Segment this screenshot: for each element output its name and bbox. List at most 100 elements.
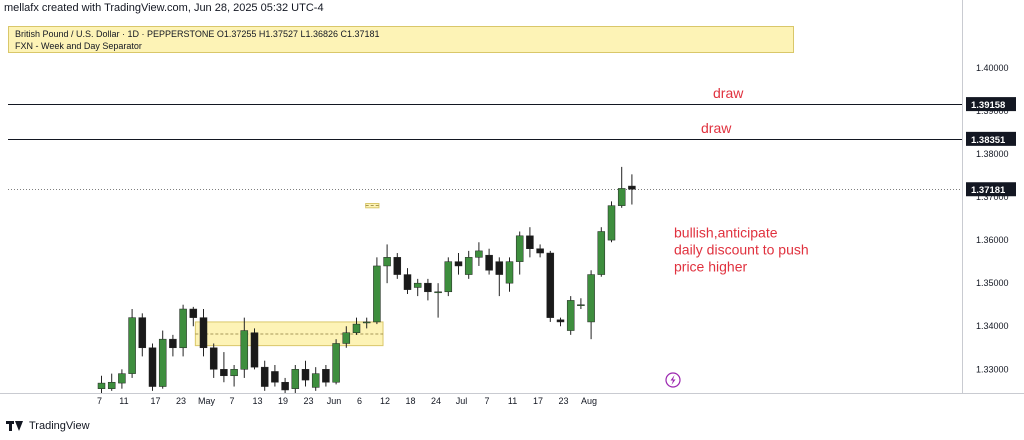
bearish-candle — [393, 257, 402, 275]
time-tick-label: 6 — [357, 396, 362, 406]
level-price-tag: 1.39158 — [971, 100, 1005, 111]
bearish-candle — [526, 235, 534, 249]
bullish-candle — [505, 261, 514, 284]
bullish-candle — [240, 330, 249, 370]
time-tick-label: Jun — [327, 396, 342, 406]
bearish-candle — [281, 381, 289, 391]
level-price-tag-bg — [966, 97, 1016, 112]
time-tick-label: Aug — [581, 396, 597, 406]
bearish-candle — [169, 338, 177, 349]
price-tick-label: 1.33000 — [976, 364, 1009, 374]
time-tick-label: 23 — [176, 396, 186, 406]
time-tick-label: 13 — [253, 396, 263, 406]
bullish-candle — [434, 291, 442, 294]
level-lines-layer — [8, 104, 962, 190]
price-tick-label: 1.35000 — [976, 278, 1009, 288]
price-tick-label: 1.37000 — [976, 192, 1009, 202]
price-tick-label: 1.40000 — [976, 63, 1009, 73]
level-price-tag: 1.38351 — [971, 135, 1006, 146]
time-tick-label: 23 — [559, 396, 569, 406]
bearish-candle — [209, 347, 218, 370]
bullish-candle — [413, 282, 422, 288]
bullish-candle — [617, 188, 626, 206]
time-tick-label: 11 — [119, 396, 128, 406]
bullish-candle — [607, 205, 616, 241]
bearish-candle — [556, 319, 565, 323]
time-tick-label: 19 — [278, 396, 288, 406]
bearish-candle — [628, 185, 636, 190]
bearish-candle — [271, 371, 279, 383]
bullish-candle — [107, 381, 116, 389]
bullish-candle — [352, 323, 361, 333]
icons-layer — [665, 372, 681, 388]
bearish-candle — [403, 274, 412, 290]
bullish-candle — [311, 373, 320, 388]
bearish-candle — [322, 369, 330, 383]
bearish-candle — [301, 369, 310, 381]
bullish-candle — [179, 308, 187, 349]
time-tick-label: 17 — [533, 396, 543, 406]
bearish-candle — [189, 308, 198, 318]
time-tick-label: 7 — [230, 396, 235, 406]
flash-icon — [665, 372, 681, 388]
flash-icon-bolt — [670, 375, 676, 385]
bearish-candle — [260, 366, 269, 387]
bearish-candle — [199, 317, 208, 349]
bullish-candle — [332, 343, 340, 383]
price-tick-label: 1.34000 — [976, 321, 1009, 331]
bearish-candle — [220, 369, 228, 377]
price-tick-label: 1.38000 — [976, 149, 1009, 159]
footer-brand[interactable]: TradingView — [6, 420, 90, 432]
time-tick-label: 7 — [485, 396, 490, 406]
bullish-candle — [515, 235, 524, 262]
price-tick-label: 1.36000 — [976, 235, 1009, 245]
draw-annotation: draw — [713, 85, 744, 101]
bias-annotation-line: price higher — [674, 258, 747, 274]
time-tick-label: 23 — [304, 396, 314, 406]
time-tick-label: 18 — [406, 396, 416, 406]
bullish-candle — [587, 274, 595, 323]
bearish-candle — [536, 248, 544, 254]
symbol-legend[interactable]: British Pound / U.S. Dollar · 1D · PEPPE… — [8, 26, 794, 53]
current-price-tag: 1.37181 — [971, 185, 1006, 196]
bullish-candle — [118, 373, 126, 384]
bullish-candle — [230, 369, 238, 377]
bullish-candle — [362, 321, 371, 324]
draw-annotation: draw — [701, 120, 732, 136]
symbol-info: British Pound / U.S. Dollar · 1D · PEPPE… — [15, 29, 380, 39]
bearish-candle — [424, 282, 432, 293]
time-tick-label: 11 — [508, 396, 517, 406]
brand-label: TradingView — [29, 420, 90, 432]
bullish-candle — [383, 257, 391, 267]
level-price-tag-bg — [966, 131, 1016, 146]
bullish-candle — [373, 265, 381, 323]
bullish-candle — [158, 338, 167, 387]
bearish-candle — [546, 252, 555, 318]
candles-layer — [97, 166, 636, 393]
bullish-candle — [97, 382, 106, 389]
bearish-candle — [454, 261, 463, 267]
tradingview-logo-icon — [6, 421, 24, 431]
bullish-candle — [464, 257, 473, 275]
bullish-candle — [577, 304, 585, 306]
time-tick-label: Jul — [456, 396, 468, 406]
axes-layer: 1.400001.390001.380001.370001.360001.350… — [0, 0, 1024, 406]
bullish-candle — [342, 332, 351, 344]
bullish-candle — [128, 317, 136, 374]
current-price-tag-bg — [966, 182, 1016, 197]
bullish-candle — [597, 231, 606, 275]
time-tick-label: 17 — [151, 396, 161, 406]
indicator-name[interactable]: FXN - Week and Day Separator — [15, 41, 142, 51]
bearish-candle — [148, 347, 157, 387]
chart-caption: mellafx created with TradingView.com, Ju… — [4, 2, 324, 14]
bias-annotation-line: bullish,anticipate — [674, 224, 778, 240]
bullish-candle — [291, 369, 300, 389]
bullish-candle — [566, 300, 575, 331]
bullish-candle — [475, 250, 483, 258]
time-tick-label: 24 — [431, 396, 441, 406]
bearish-candle — [138, 317, 147, 349]
time-tick-label: 12 — [380, 396, 390, 406]
bearish-candle — [495, 261, 504, 275]
